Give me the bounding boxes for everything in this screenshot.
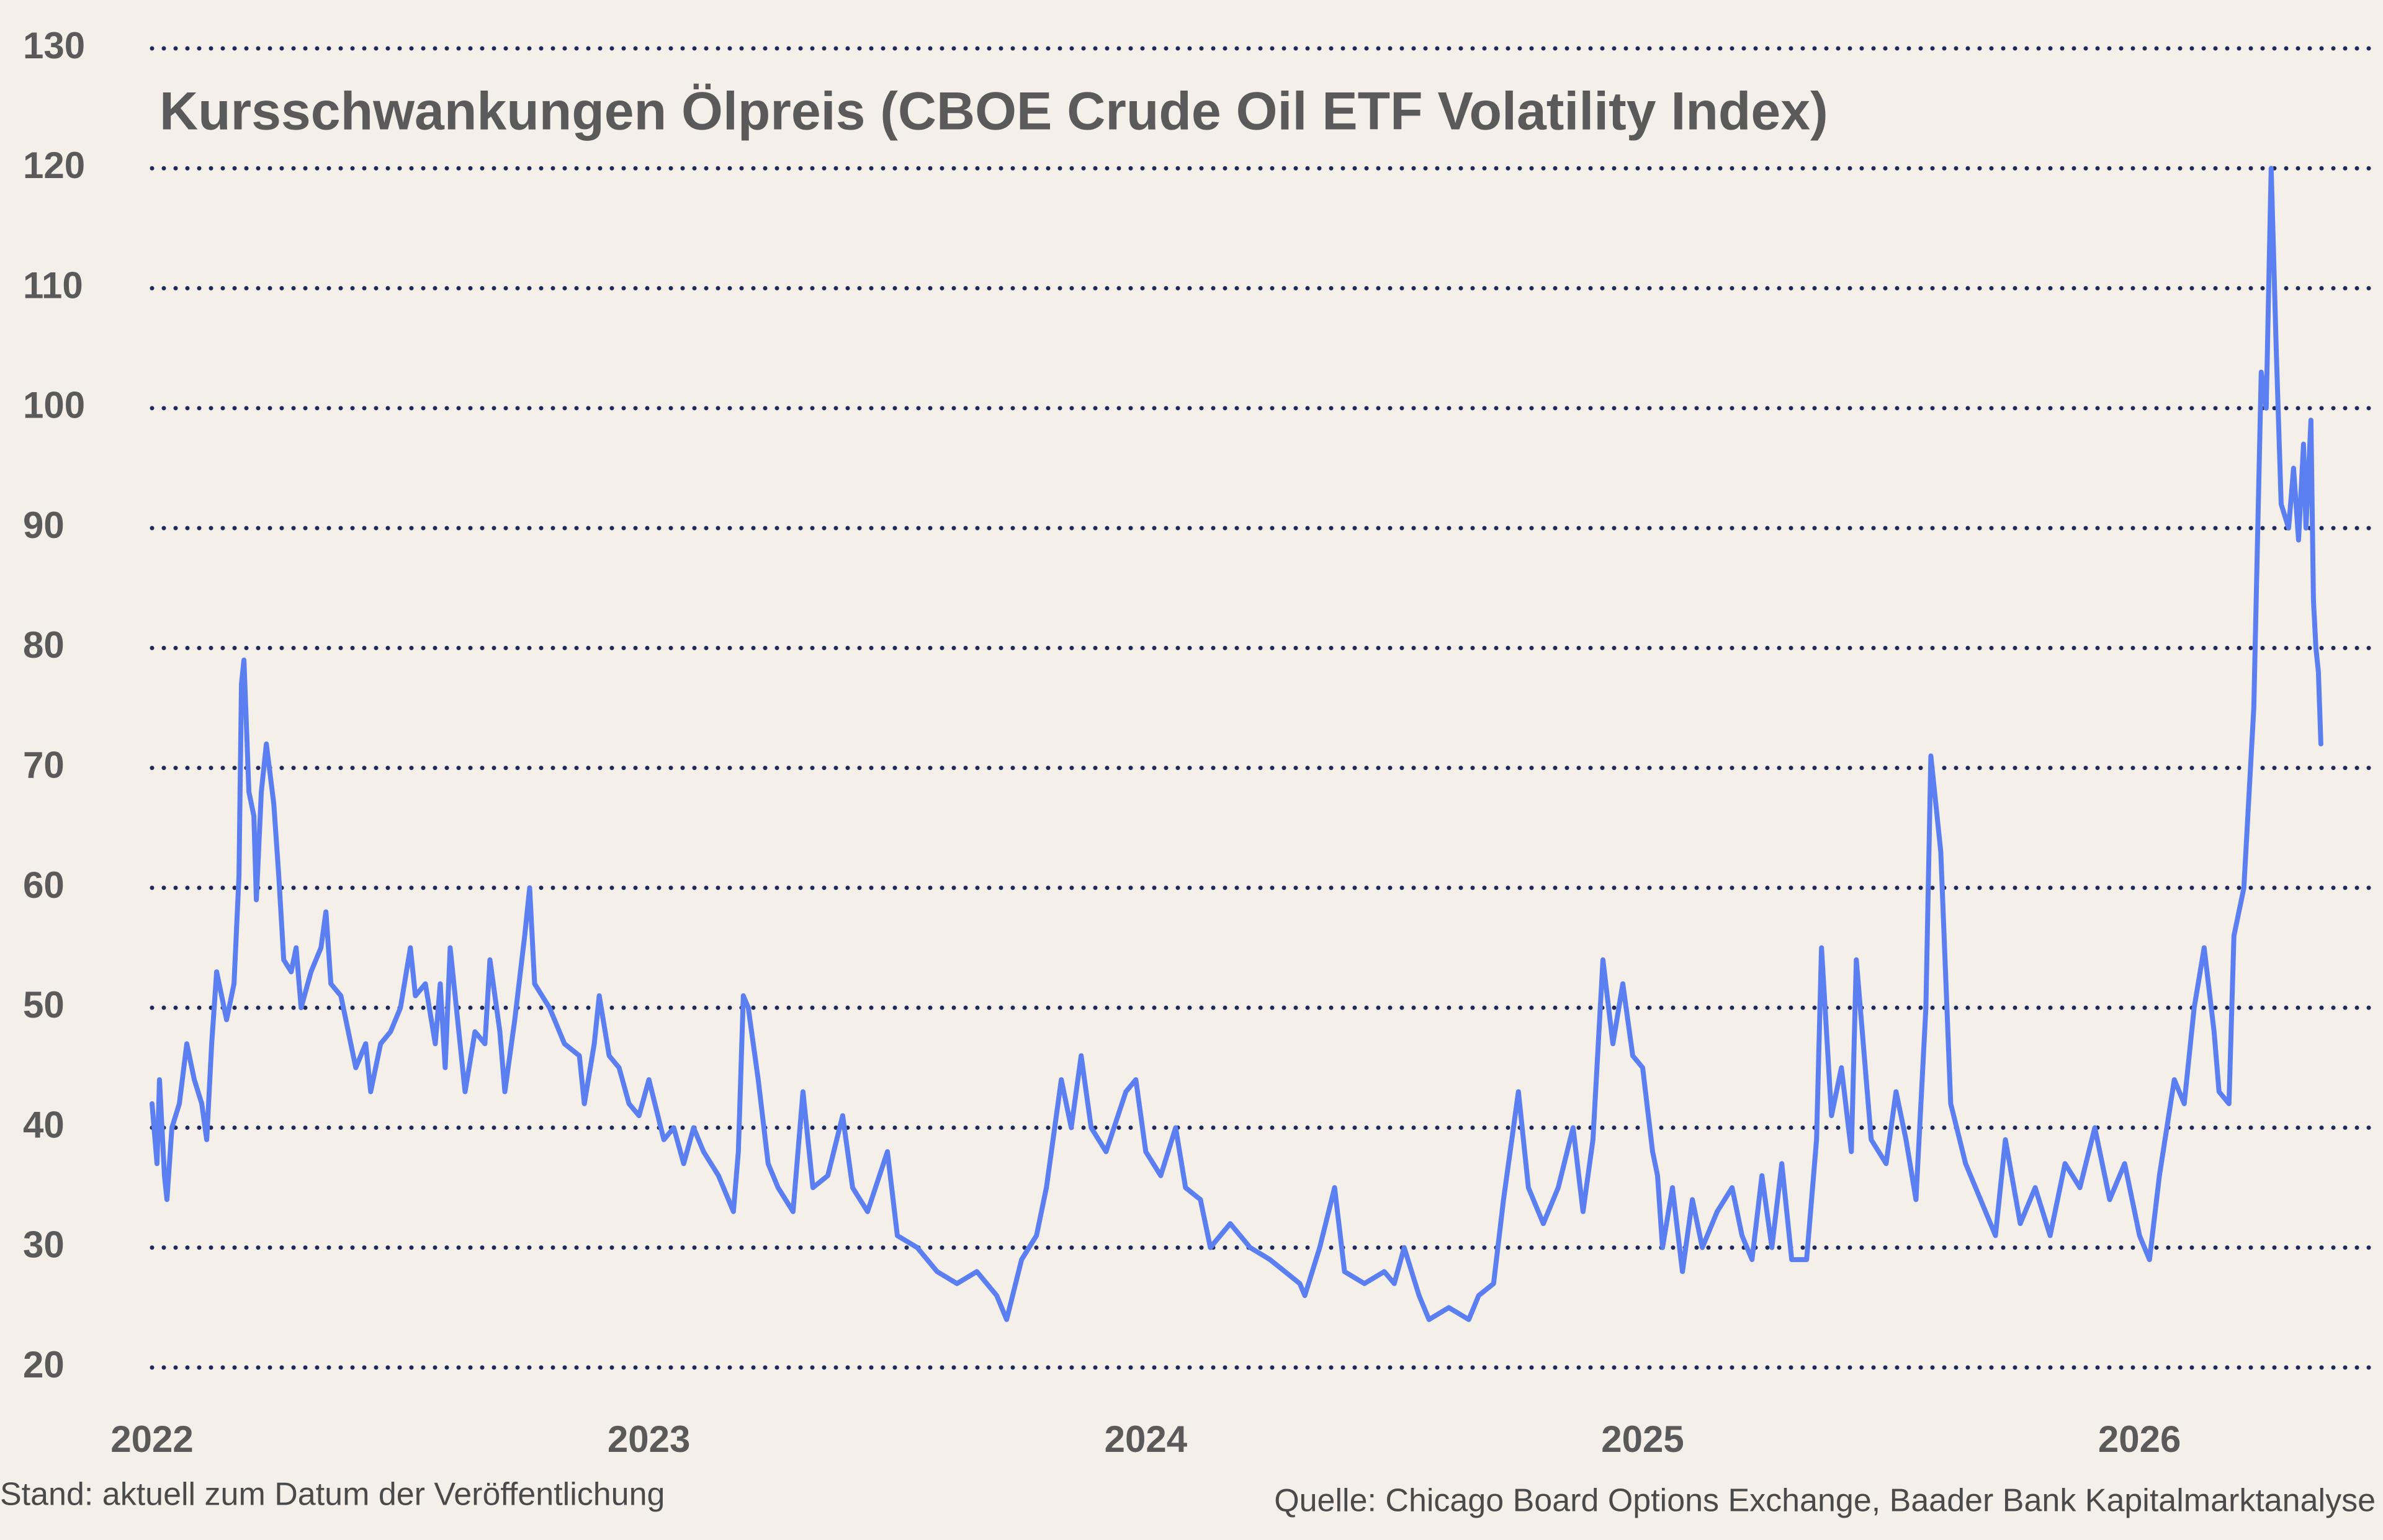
x-tick-label: 2023	[608, 1418, 690, 1460]
y-tick-label: 40	[23, 1104, 65, 1145]
y-tick-label: 110	[23, 264, 83, 306]
y-tick-label: 80	[23, 624, 65, 666]
y-tick-label: 60	[23, 864, 65, 906]
y-tick-label: 120	[23, 145, 85, 186]
data-line	[150, 166, 2323, 1322]
y-tick-label: 100	[23, 385, 85, 426]
y-tick-label: 130	[23, 25, 85, 66]
footnote: Stand: aktuell zum Datum der Veröffentli…	[0, 1477, 665, 1513]
grid	[150, 46, 2379, 1370]
source: Quelle: Chicago Board Options Exchange, …	[1274, 1483, 2376, 1519]
y-tick-label: 90	[23, 504, 65, 546]
x-tick-label: 2026	[2098, 1418, 2181, 1460]
plot-area	[150, 166, 2323, 1322]
y-tick-label: 20	[23, 1344, 65, 1386]
x-tick-label: 2022	[110, 1418, 193, 1460]
y-tick-label: 30	[23, 1224, 65, 1266]
y-tick-label: 50	[23, 984, 65, 1026]
x-tick-label: 2024	[1105, 1418, 1188, 1460]
x-tick-label: 2025	[1601, 1418, 1684, 1460]
y-tick-label: 70	[23, 744, 65, 786]
chart-title: Kursschwankungen Ölpreis (CBOE Crude Oil…	[159, 82, 1828, 141]
